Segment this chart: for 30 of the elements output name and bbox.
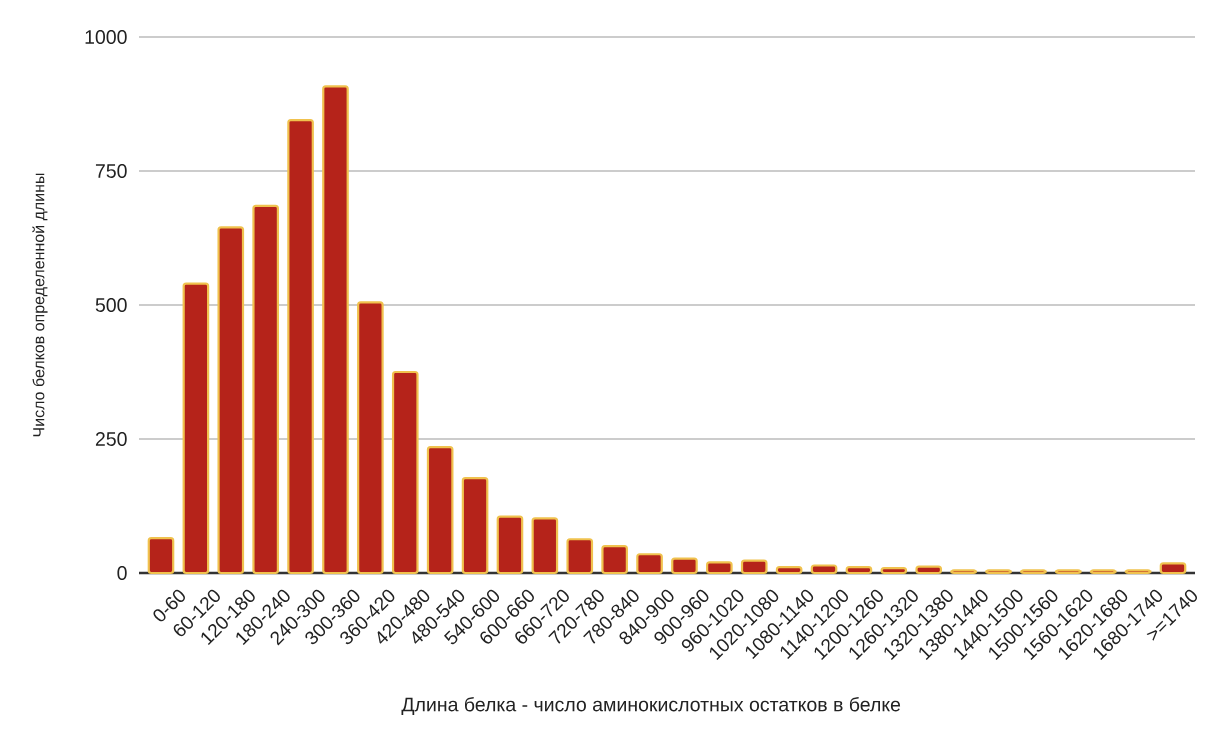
- y-tick-label: 750: [95, 164, 127, 178]
- bar: [252, 204, 279, 575]
- bar: [810, 564, 838, 575]
- bar: [391, 370, 419, 575]
- bar: [461, 477, 489, 575]
- bar: [636, 553, 663, 575]
- bar: [915, 565, 943, 575]
- bar: [426, 445, 454, 575]
- bar: [322, 85, 349, 575]
- x-axis-title: Длина белка - число аминокислотных остатков в белке: [401, 696, 901, 716]
- bar: [531, 517, 559, 575]
- bar: [287, 118, 314, 575]
- bar: [182, 282, 210, 575]
- y-tick-label: 0: [117, 566, 127, 580]
- bar: [496, 515, 524, 575]
- bar: [217, 226, 245, 575]
- bar: [706, 561, 733, 575]
- bar: [671, 557, 698, 575]
- bar: [740, 559, 768, 575]
- bar: [775, 566, 803, 575]
- bar: [357, 301, 384, 575]
- bar: [147, 537, 175, 575]
- y-tick-label: 500: [95, 298, 127, 312]
- bar: [566, 538, 594, 575]
- y-tick-label: 250: [95, 432, 127, 446]
- y-axis-title: Число белков определенной длины: [32, 173, 48, 437]
- bar: [845, 566, 873, 575]
- y-tick-label: 1000: [85, 30, 127, 44]
- bar: [1159, 562, 1187, 575]
- bar: [601, 545, 628, 575]
